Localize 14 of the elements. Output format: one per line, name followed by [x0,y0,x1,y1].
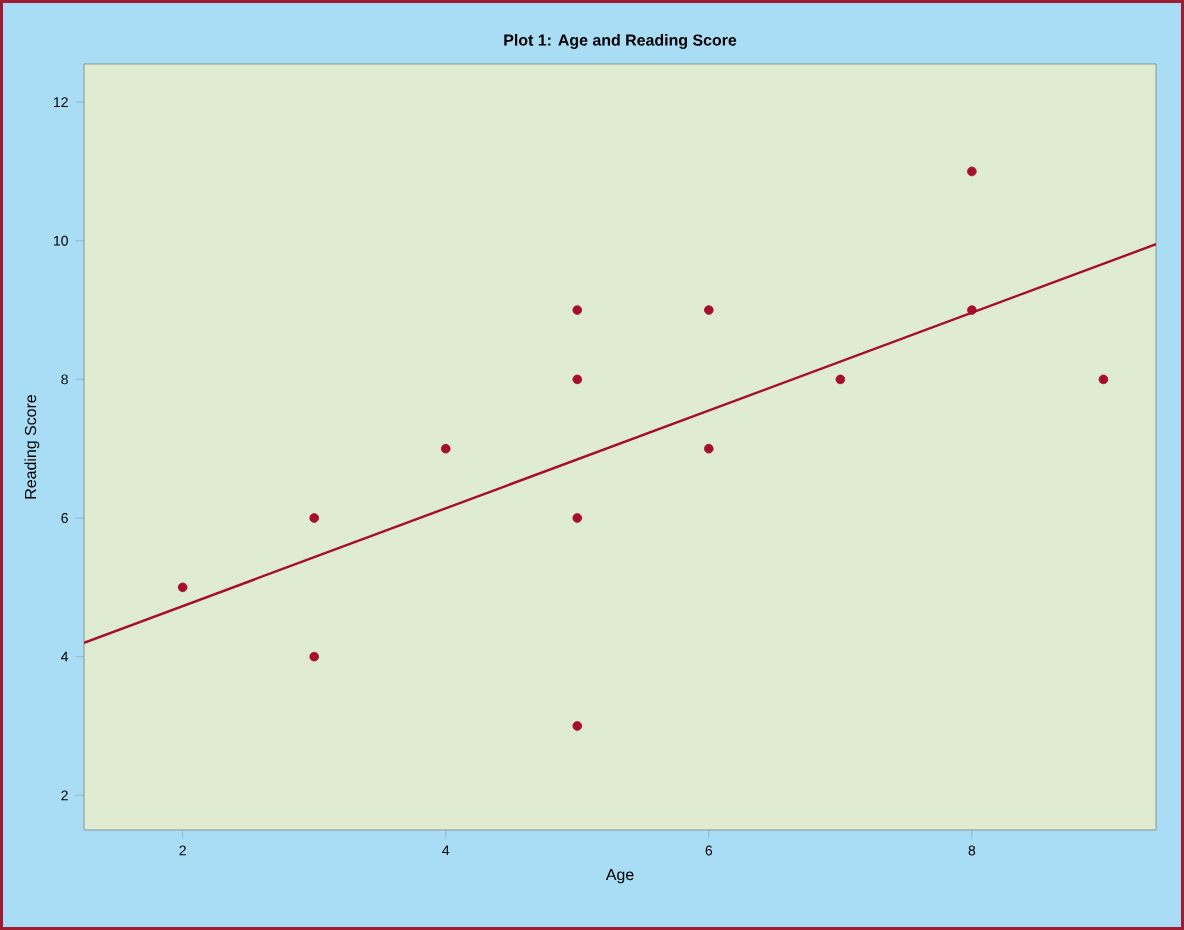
point [309,651,320,662]
point [177,582,188,593]
point [704,443,714,454]
point [967,305,977,315]
point [704,305,714,315]
point [572,305,583,315]
point [440,443,451,454]
point [1098,374,1109,385]
point [835,374,846,385]
point [572,721,583,731]
point [309,513,320,523]
point [572,513,583,523]
point [572,374,583,385]
point [967,166,977,177]
